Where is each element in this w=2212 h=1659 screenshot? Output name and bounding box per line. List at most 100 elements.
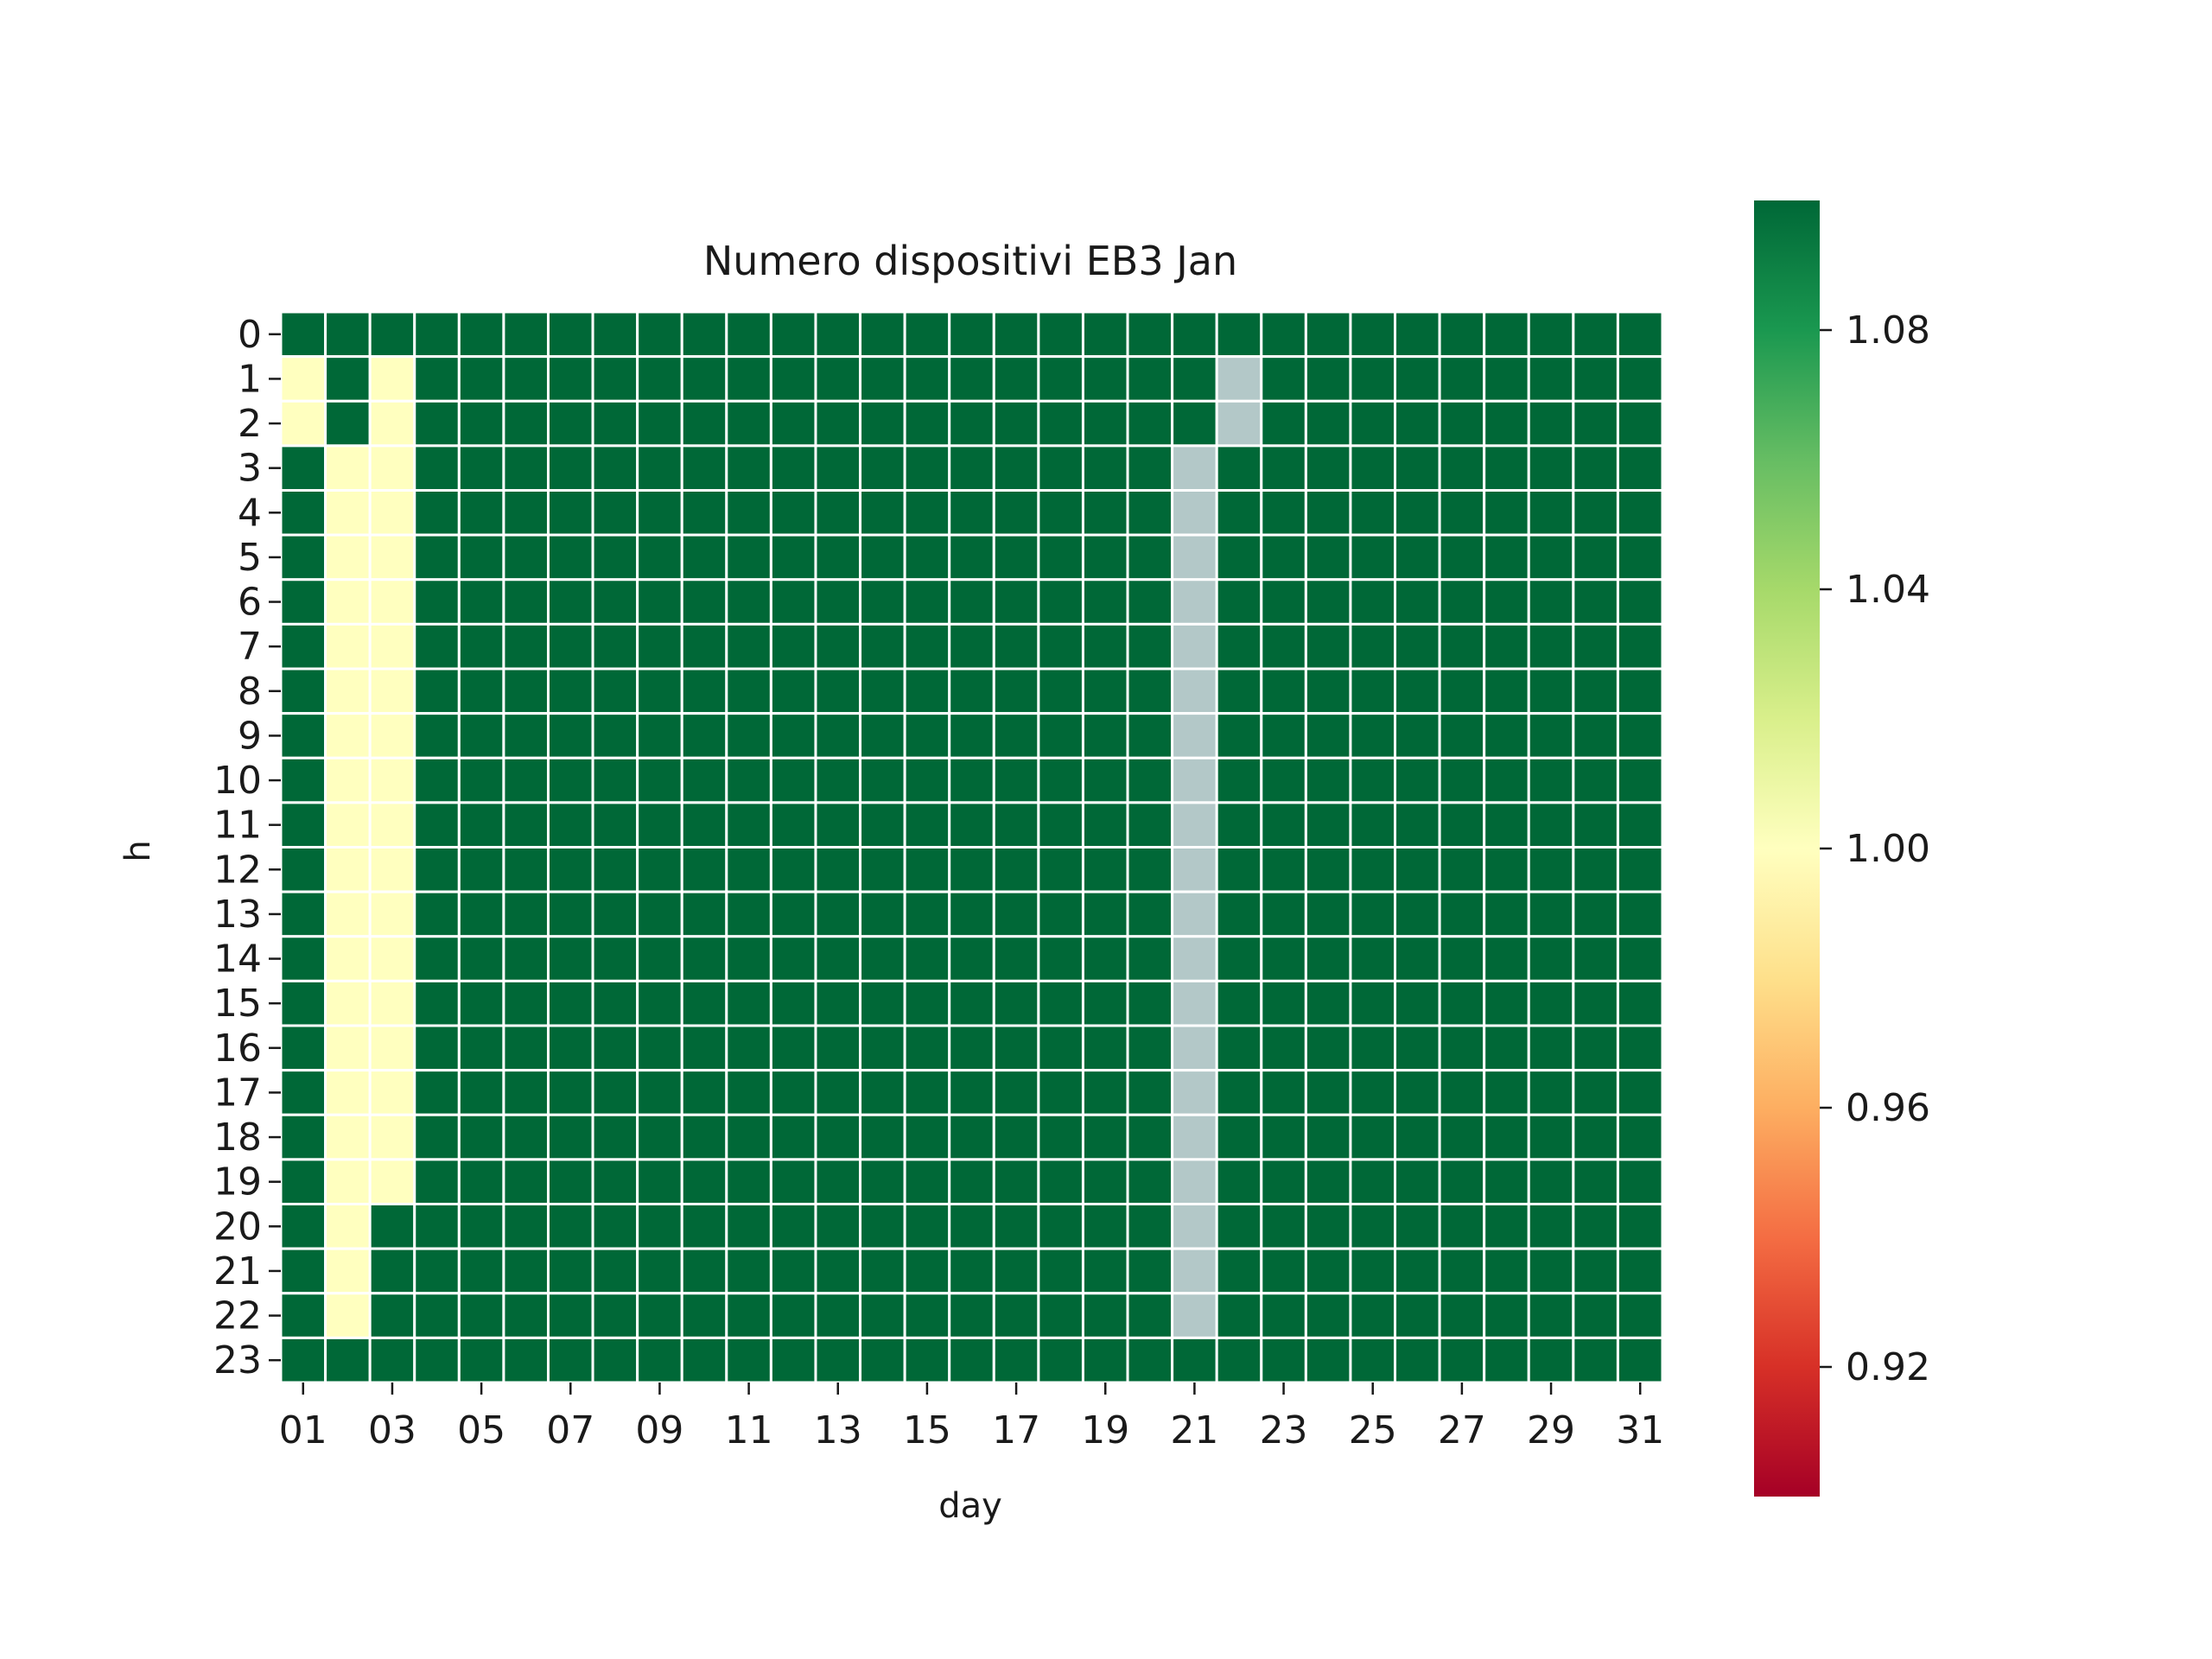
heatmap-cell [1304,1292,1352,1339]
heatmap-cell [992,578,1040,626]
heatmap-cell [1527,1113,1575,1161]
heatmap-cell [992,1203,1040,1250]
heatmap-cell [636,846,683,893]
heatmap-cell [279,1024,327,1072]
heatmap-cell [457,533,505,582]
heatmap-cell [992,667,1040,715]
heatmap-cell [1260,846,1307,893]
heatmap-cell [948,667,995,715]
heatmap-cell [948,1024,995,1072]
heatmap-cell [769,399,817,448]
heatmap-cell [1037,1203,1084,1250]
heatmap-cell [859,1247,906,1295]
heatmap-cell [1483,399,1530,448]
heatmap-cell [502,533,550,582]
heatmap-cell [1572,979,1619,1027]
heatmap-cell [1349,756,1397,804]
heatmap-cell [1438,622,1486,671]
heatmap-cell [769,979,817,1027]
heatmap-cell [1394,979,1441,1027]
heatmap-cell [1572,890,1619,938]
heatmap-cell [1037,444,1084,492]
heatmap-cell [413,355,461,403]
heatmap-cell [1572,399,1619,448]
heatmap-cell [948,444,995,492]
heatmap-cell [903,801,951,849]
heatmap-cell [1527,444,1575,492]
x-tick-label: 01 [279,1408,327,1452]
heatmap-cell [1483,846,1530,893]
heatmap-cell [457,355,505,403]
heatmap-cell [279,846,327,893]
heatmap-cell [725,578,772,626]
heatmap-cell [324,444,372,492]
heatmap-cell [1304,1113,1352,1161]
heatmap-cell [591,801,639,849]
heatmap-cell [502,1292,550,1339]
heatmap-cell [591,1024,639,1072]
heatmap-cell [1126,1247,1174,1295]
heatmap-cell [903,310,951,359]
heatmap-cell [1349,979,1397,1027]
heatmap-cell [1527,979,1575,1027]
heatmap-cell [279,1203,327,1250]
heatmap-cell [859,712,906,760]
heatmap-cell [1616,935,1664,982]
heatmap-cell [859,1336,906,1384]
heatmap-cell [680,1158,728,1205]
heatmap-cell [1081,1336,1129,1384]
heatmap-cell [903,444,951,492]
heatmap-cell [324,935,372,982]
heatmap-cell [1483,1247,1530,1295]
heatmap-cell [1349,622,1397,671]
heatmap-cell [1483,979,1530,1027]
heatmap-cell [413,444,461,492]
y-tick-label: 6 [238,581,262,625]
heatmap-cell [1215,444,1263,492]
heatmap-cell [1438,310,1486,359]
heatmap-cell [1037,1158,1084,1205]
heatmap-cell [769,890,817,938]
y-tick-label: 1 [238,357,262,401]
heatmap-cell [769,1113,817,1161]
heatmap-cell [1215,1203,1263,1250]
x-tick-label: 25 [1349,1408,1397,1452]
heatmap-cell [324,1336,372,1384]
heatmap-cell [680,489,728,537]
heatmap-cell [636,1069,683,1116]
heatmap-cell [1304,1158,1352,1205]
heatmap-cell [324,801,372,849]
heatmap-cell [546,801,594,849]
heatmap-cell [324,890,372,938]
heatmap-cell [1081,1069,1129,1116]
heatmap-cell [814,801,862,849]
heatmap-cell [279,935,327,982]
heatmap-cell [769,578,817,626]
heatmap-cell [1171,533,1218,582]
heatmap-cell [1394,533,1441,582]
heatmap-cell [903,1336,951,1384]
heatmap-cell [546,1158,594,1205]
heatmap-cell [1349,667,1397,715]
heatmap-cell [502,355,550,403]
heatmap-cell [591,1336,639,1384]
heatmap-cell [546,979,594,1027]
heatmap-cell [1304,890,1352,938]
heatmap-cell [279,622,327,671]
heatmap-cell [1483,1336,1530,1384]
heatmap-cell [1616,355,1664,403]
heatmap-cell [1171,801,1218,849]
heatmap-cell [725,712,772,760]
heatmap-cell [814,1247,862,1295]
heatmap-cell [1215,890,1263,938]
y-tick-label: 4 [238,491,262,535]
heatmap-cell [903,622,951,671]
heatmap-cell [636,1336,683,1384]
heatmap-cell [725,1024,772,1072]
heatmap-cell [279,578,327,626]
heatmap-cell [1037,890,1084,938]
heatmap-cell [814,1203,862,1250]
heatmap-cell [591,444,639,492]
heatmap-cell [1572,489,1619,537]
heatmap-cell [1616,489,1664,537]
